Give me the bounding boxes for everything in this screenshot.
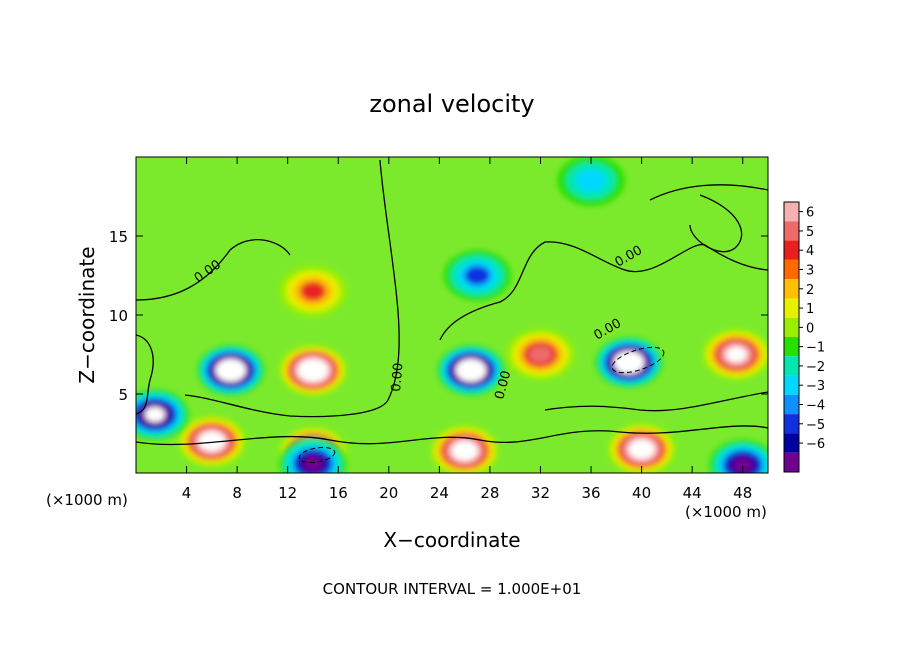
velocity-band bbox=[144, 407, 165, 423]
colorbar-tick-label: 0 bbox=[806, 321, 814, 336]
velocity-band bbox=[303, 363, 323, 378]
zero-contours bbox=[136, 159, 768, 446]
velocity-band bbox=[619, 355, 639, 370]
velocity-band bbox=[732, 457, 754, 473]
x-tick-label: 48 bbox=[733, 484, 752, 502]
y-tick-label: 10 bbox=[109, 307, 128, 325]
velocity-band bbox=[221, 363, 240, 378]
colorbar-swatch bbox=[784, 337, 799, 357]
colorbar-tick-label: 2 bbox=[806, 283, 814, 298]
negative-contours bbox=[298, 346, 665, 464]
x-tick-label: 28 bbox=[480, 484, 499, 502]
zero-contour-lower-band bbox=[136, 425, 768, 446]
velocity-maximum bbox=[506, 329, 575, 380]
colorbar-tick-label: −5 bbox=[806, 418, 825, 433]
velocity-maximum bbox=[702, 329, 768, 380]
velocity-maximum bbox=[279, 265, 347, 317]
velocity-maximum bbox=[279, 344, 347, 396]
velocity-minimum bbox=[557, 157, 625, 207]
colorbar-swatch bbox=[784, 433, 799, 453]
colorbar-tick-label: −1 bbox=[806, 341, 825, 356]
colorbar-tick-label: 5 bbox=[806, 225, 814, 240]
colorbar: 6 5 4 3 2 1 0 −1 −2 −3 −4 −5 −6 bbox=[783, 201, 825, 473]
velocity-maximum bbox=[607, 423, 676, 473]
colorbar-tick-label: −2 bbox=[806, 360, 825, 375]
colorbar-swatch bbox=[784, 414, 799, 434]
velocity-minimum bbox=[437, 344, 505, 396]
velocity-band bbox=[575, 169, 607, 193]
velocity-minimum bbox=[443, 250, 512, 301]
zero-contour-lower-right bbox=[544, 391, 768, 412]
chart-title: zonal velocity bbox=[369, 90, 534, 118]
colorbar-tick-label: 3 bbox=[806, 264, 814, 279]
velocity-maximum bbox=[430, 425, 499, 473]
velocity-band bbox=[726, 347, 747, 362]
colorbar-swatch bbox=[784, 298, 799, 318]
velocity-minimum bbox=[136, 389, 189, 440]
x-tick-label: 8 bbox=[232, 484, 242, 502]
x-unit-right: (×1000 m) bbox=[685, 503, 767, 521]
x-tick-label: 32 bbox=[531, 484, 550, 502]
colorbar-swatch bbox=[784, 259, 799, 280]
x-axis-label: X−coordinate bbox=[383, 528, 520, 552]
velocity-band bbox=[461, 363, 481, 378]
plot-area: 0.00 0.00 0.00 0.00 0.00 bbox=[136, 157, 768, 473]
zero-contour-center-vertical bbox=[184, 159, 400, 418]
y-tick-label: 5 bbox=[118, 386, 128, 404]
x-tick-label: 16 bbox=[329, 484, 348, 502]
contour-label: 0.00 bbox=[492, 369, 514, 401]
y-tick-label: 15 bbox=[109, 228, 128, 246]
velocity-minimum bbox=[279, 438, 347, 473]
colorbar-swatch bbox=[784, 394, 799, 415]
y-axis: 5 10 15 bbox=[109, 228, 768, 404]
x-tick-label: 4 bbox=[182, 484, 192, 502]
velocity-maximum bbox=[178, 416, 246, 467]
velocity-band bbox=[302, 455, 324, 472]
colorbar-swatch bbox=[784, 279, 799, 299]
x-unit-left: (×1000 m) bbox=[46, 491, 128, 509]
colorbar-frame bbox=[783, 201, 800, 473]
zero-contour-upper-left bbox=[136, 239, 291, 301]
plot-background bbox=[136, 157, 768, 473]
velocity-minimum bbox=[708, 439, 768, 473]
colorbar-tick-label: −6 bbox=[806, 437, 825, 452]
x-tick-label: 12 bbox=[278, 484, 297, 502]
colorbar-swatch bbox=[784, 317, 799, 337]
contour-interval-note: CONTOUR INTERVAL = 1.000E+01 bbox=[323, 580, 582, 598]
x-tick-label: 36 bbox=[581, 484, 600, 502]
velocity-band bbox=[455, 443, 475, 458]
colorbar-swatch bbox=[784, 356, 799, 376]
velocity-band bbox=[300, 281, 326, 302]
velocity-band bbox=[528, 345, 553, 364]
colorbar-tick-label: −3 bbox=[806, 379, 825, 394]
x-axis: 4 8 12 16 20 24 28 32 36 40 44 48 bbox=[182, 157, 752, 502]
velocity-band bbox=[632, 442, 652, 457]
velocity-band bbox=[464, 265, 491, 286]
colorbar-swatch bbox=[784, 202, 799, 222]
colorbar-tick-label: 6 bbox=[806, 206, 814, 221]
x-tick-label: 40 bbox=[632, 484, 651, 502]
colorbar-swatch bbox=[784, 375, 799, 395]
colorbar-tick-label: −4 bbox=[806, 399, 825, 414]
velocity-minimum bbox=[196, 344, 265, 396]
colorbar-tick-label: 4 bbox=[806, 244, 814, 259]
dashed-contour-bottom bbox=[298, 446, 336, 464]
contour-label: 0.00 bbox=[389, 362, 406, 392]
x-tick-label: 44 bbox=[683, 484, 702, 502]
zero-contour-left-edge bbox=[136, 334, 154, 415]
velocity-band bbox=[202, 434, 222, 449]
colorbar-swatch bbox=[784, 221, 799, 241]
velocity-minimum bbox=[595, 337, 663, 388]
zero-contour-top-right-loop bbox=[649, 184, 768, 253]
colorbar-swatch bbox=[784, 240, 799, 260]
y-axis-label: Z−coordinate bbox=[75, 246, 99, 383]
colorbar-tick-label: 1 bbox=[806, 302, 814, 317]
colorbar-swatch bbox=[784, 452, 799, 472]
x-tick-label: 24 bbox=[430, 484, 449, 502]
dashed-contour-right bbox=[611, 346, 665, 374]
x-tick-label: 20 bbox=[379, 484, 398, 502]
